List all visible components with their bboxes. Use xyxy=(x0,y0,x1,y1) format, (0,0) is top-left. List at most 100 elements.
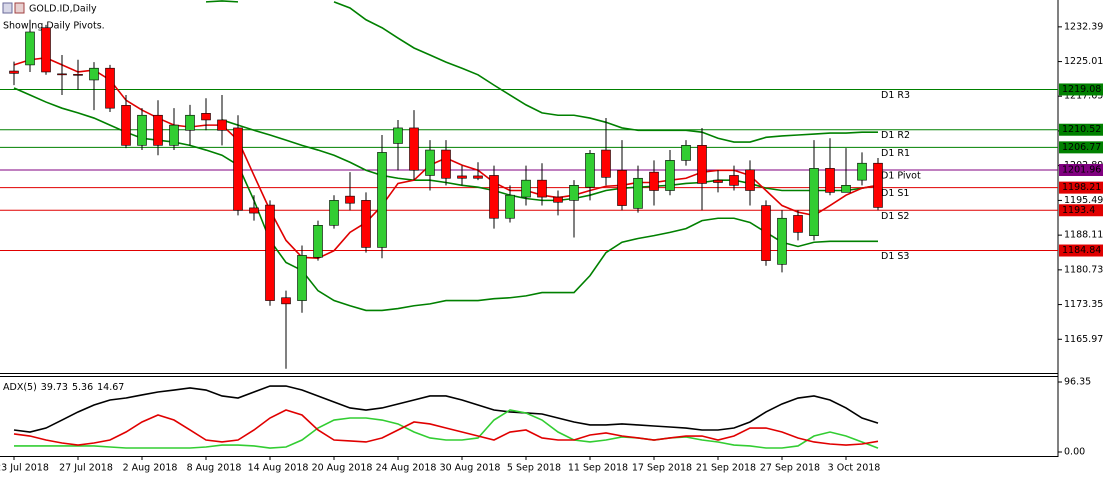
pivot-level-box xyxy=(1059,204,1103,217)
candle-body xyxy=(345,195,355,204)
pivot-level-label: D1 S2 xyxy=(881,211,909,222)
candle-body xyxy=(201,113,211,121)
pivot-level-value: 1219.08 xyxy=(1062,84,1101,95)
candle-body xyxy=(745,169,755,191)
indicator-line xyxy=(221,119,879,202)
candle-body xyxy=(137,114,147,146)
candle-body xyxy=(265,204,275,301)
candle-body xyxy=(425,149,435,176)
x-tick-label: 11 Sep 2018 xyxy=(568,463,628,474)
pivot-level-box xyxy=(1059,181,1103,194)
candle-body xyxy=(105,67,115,109)
candle-body xyxy=(793,215,803,233)
candle-body xyxy=(233,127,243,211)
pivot-level-value: 1198.21 xyxy=(1062,182,1101,193)
pivot-level-value: 1184.84 xyxy=(1062,245,1101,256)
candle-body xyxy=(489,175,499,219)
candle-body xyxy=(41,27,51,73)
candle-body xyxy=(185,114,195,131)
candle-body xyxy=(409,127,419,171)
candle-body xyxy=(569,185,579,201)
candle-body xyxy=(809,168,819,236)
x-tick-label: 20 Aug 2018 xyxy=(312,463,373,474)
candle-body xyxy=(697,145,707,184)
candle-body xyxy=(217,119,227,131)
pivot-level-label: D1 S3 xyxy=(881,251,909,262)
legend-value: 5.36 xyxy=(72,382,93,393)
indicator-line xyxy=(13,409,879,446)
pivot-level-label: D1 Pivot xyxy=(881,170,921,181)
x-tick-label: 23 Jul 2018 xyxy=(0,463,49,474)
candle-body xyxy=(297,255,307,301)
candle-body xyxy=(57,73,67,76)
pivot-level-label: D1 R2 xyxy=(881,130,910,141)
y-tick-label: 96.35 xyxy=(1064,376,1091,387)
indicator-line xyxy=(13,385,879,433)
candle-body xyxy=(537,179,547,198)
pivot-level-value: 1201.96 xyxy=(1062,164,1101,175)
adx-panel xyxy=(13,385,879,449)
candle-body xyxy=(633,177,643,209)
x-tick-label: 27 Jul 2018 xyxy=(59,463,113,474)
candle-body xyxy=(681,145,691,161)
axes: 1232.391225.011217.651210.271202.891195.… xyxy=(0,21,1103,473)
candle-body xyxy=(649,171,659,191)
candle-body xyxy=(153,114,163,146)
y-tick-label: 1165.97 xyxy=(1064,334,1103,345)
candle-body xyxy=(281,297,291,305)
candle-body xyxy=(585,153,595,188)
indicator-line xyxy=(14,409,879,449)
candle-body xyxy=(9,70,19,74)
y-tick-label: 1180.73 xyxy=(1064,264,1103,275)
icon xyxy=(2,2,13,14)
candle-body xyxy=(713,179,723,183)
icon xyxy=(14,2,25,14)
candle-body xyxy=(617,169,627,206)
x-tick-label: 17 Sep 2018 xyxy=(632,463,692,474)
candle-body xyxy=(169,124,179,146)
candle-body xyxy=(377,152,387,248)
x-tick-label: 21 Sep 2018 xyxy=(696,463,756,474)
candle-body xyxy=(393,127,403,144)
candle-body xyxy=(601,149,611,178)
candle-body xyxy=(361,200,371,248)
candle-body xyxy=(313,225,323,258)
candle-body xyxy=(505,194,515,219)
pivot-level-box xyxy=(1059,244,1103,257)
candle-body xyxy=(89,67,99,81)
candle-body xyxy=(777,217,787,265)
pivot-level-box xyxy=(1059,163,1103,176)
candle-body xyxy=(553,196,563,203)
candle-body xyxy=(761,205,771,261)
pivot-level-label: D1 S1 xyxy=(881,188,909,199)
pivot-level-label: D1 R1 xyxy=(881,148,910,159)
y-tick-label: 1232.39 xyxy=(1064,21,1103,32)
candle-body xyxy=(121,105,131,146)
candle-body xyxy=(729,175,739,186)
x-tick-label: 27 Sep 2018 xyxy=(760,463,820,474)
main-panel xyxy=(0,0,1058,369)
pivot-level-value: 1210.52 xyxy=(1062,124,1101,135)
legend-value: 14.67 xyxy=(97,382,124,393)
x-tick-label: 24 Aug 2018 xyxy=(376,463,437,474)
pivot-level-box xyxy=(1059,83,1103,96)
x-tick-label: 3 Oct 2018 xyxy=(828,463,881,474)
chart-subtitle: Showing Daily Pivots. xyxy=(3,21,105,32)
candle-body xyxy=(457,175,467,179)
candle-body xyxy=(841,185,851,193)
y-tick-label: 1173.35 xyxy=(1064,299,1103,310)
pivot-level-value: 1206.77 xyxy=(1062,142,1101,153)
pivot-level-label: D1 R3 xyxy=(881,90,910,101)
candle-body xyxy=(521,179,531,198)
candle-body xyxy=(441,149,451,179)
x-tick-label: 14 Aug 2018 xyxy=(248,463,309,474)
candle-body xyxy=(473,175,483,179)
x-tick-label: 30 Aug 2018 xyxy=(440,463,501,474)
candle-body xyxy=(25,31,35,66)
symbol-icons xyxy=(2,2,25,14)
candle-body xyxy=(857,162,867,181)
candle-body xyxy=(249,207,259,214)
candle-body xyxy=(665,160,675,191)
